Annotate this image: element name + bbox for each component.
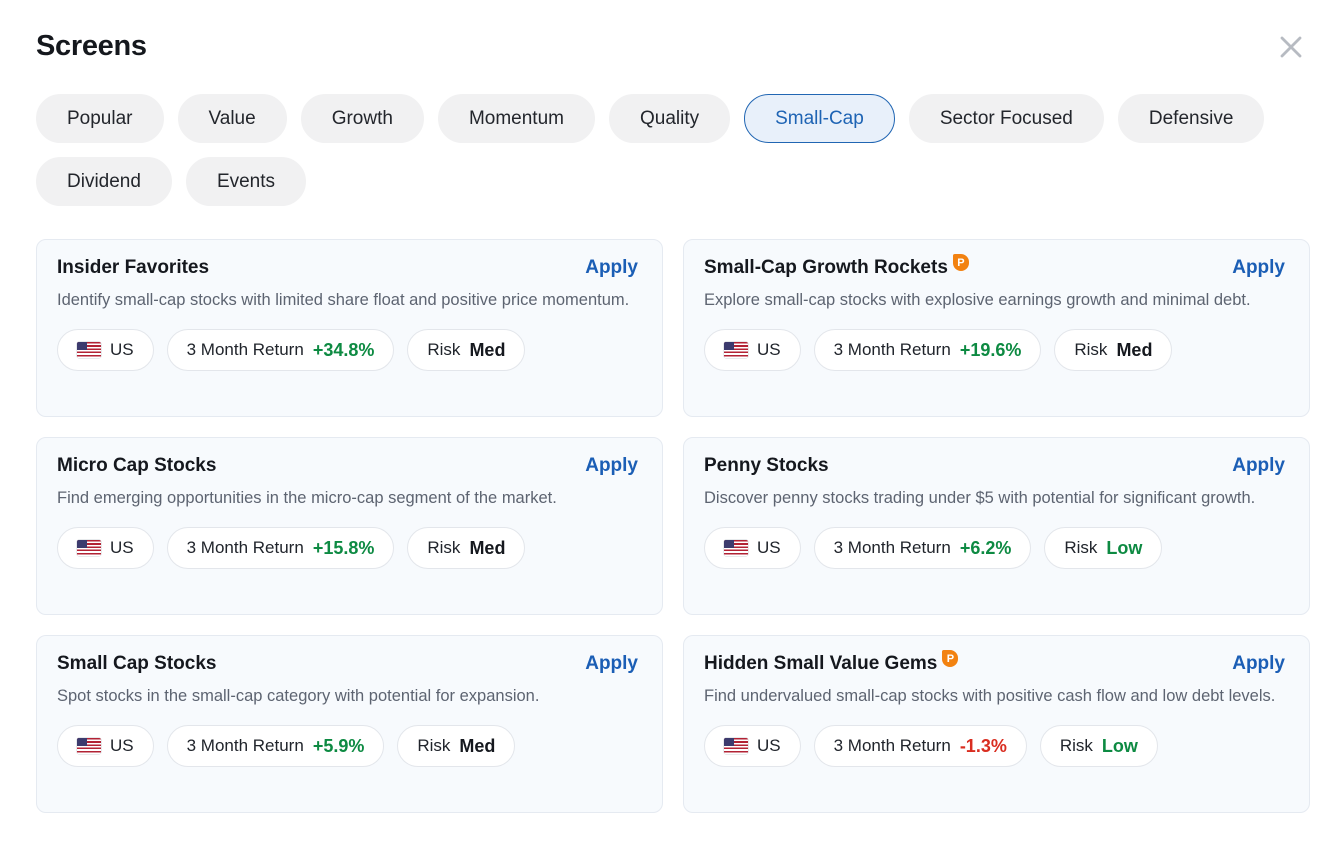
tab-dividend[interactable]: Dividend [36, 157, 172, 206]
risk-value: Med [459, 735, 496, 756]
screen-card-small-cap-stocks[interactable]: Small Cap Stocks Apply Spot stocks in th… [36, 635, 663, 813]
apply-button[interactable]: Apply [585, 455, 638, 476]
apply-button[interactable]: Apply [1232, 257, 1285, 278]
return-label: 3 Month Return [833, 736, 951, 755]
screen-card-penny-stocks[interactable]: Penny Stocks Apply Discover penny stocks… [683, 437, 1310, 615]
screens-modal: Screens Popular Value Growth Momentum Qu… [36, 30, 1310, 813]
tab-events[interactable]: Events [185, 157, 307, 206]
card-title: Insider Favorites [57, 257, 210, 278]
card-description: Spot stocks in the small-cap category wi… [57, 687, 540, 705]
tab-sector-focused[interactable]: Sector Focused [908, 94, 1104, 143]
risk-badge: Risk Med [1054, 329, 1173, 371]
risk-label: Risk [427, 340, 461, 359]
us-flag-icon [77, 540, 101, 556]
card-description: Find emerging opportunities in the micro… [57, 489, 557, 507]
us-flag-icon [77, 738, 101, 754]
risk-badge: Risk Low [1044, 527, 1163, 569]
risk-value: Med [469, 339, 506, 360]
us-flag-icon [724, 342, 748, 358]
return-value: +5.9% [312, 735, 365, 756]
country-badge: US [57, 527, 154, 569]
risk-label: Risk [1074, 340, 1108, 359]
tab-momentum[interactable]: Momentum [437, 94, 595, 143]
return-label: 3 Month Return [833, 538, 951, 557]
return-label: 3 Month Return [186, 340, 304, 359]
risk-badge: Risk Med [407, 329, 526, 371]
screen-cards-grid: Insider Favorites Apply Identify small-c… [36, 239, 1310, 813]
risk-badge: Risk Med [407, 527, 526, 569]
screen-card-hidden-small-value-gems[interactable]: Hidden Small Value Gems P Apply Find und… [683, 635, 1310, 813]
country-label: US [757, 340, 781, 359]
return-badge: 3 Month Return +34.8% [166, 329, 395, 371]
card-description: Explore small-cap stocks with explosive … [704, 291, 1251, 309]
tab-popular[interactable]: Popular [36, 94, 164, 143]
country-badge: US [704, 725, 801, 767]
risk-label: Risk [427, 538, 461, 557]
card-title: Small Cap Stocks [57, 653, 217, 674]
country-label: US [110, 538, 134, 557]
risk-value: Low [1106, 537, 1143, 558]
page-title: Screens [36, 30, 147, 62]
return-badge: 3 Month Return +6.2% [813, 527, 1032, 569]
country-label: US [110, 340, 134, 359]
country-label: US [757, 736, 781, 755]
premium-icon: P [942, 650, 959, 667]
category-tabs: Popular Value Growth Momentum Quality Sm… [36, 94, 1310, 206]
return-label: 3 Month Return [833, 340, 951, 359]
country-label: US [757, 538, 781, 557]
return-label: 3 Month Return [186, 538, 304, 557]
risk-label: Risk [1059, 736, 1093, 755]
risk-badge: Risk Med [397, 725, 516, 767]
apply-button[interactable]: Apply [585, 257, 638, 278]
screen-card-insider-favorites[interactable]: Insider Favorites Apply Identify small-c… [36, 239, 663, 417]
card-description: Identify small-cap stocks with limited s… [57, 291, 630, 309]
apply-button[interactable]: Apply [1232, 653, 1285, 674]
return-badge: 3 Month Return +5.9% [166, 725, 385, 767]
country-badge: US [704, 527, 801, 569]
apply-button[interactable]: Apply [585, 653, 638, 674]
return-badge: 3 Month Return +19.6% [813, 329, 1042, 371]
tab-defensive[interactable]: Defensive [1117, 94, 1265, 143]
us-flag-icon [724, 540, 748, 556]
return-value: +6.2% [959, 537, 1012, 558]
tab-small-cap[interactable]: Small-Cap [744, 94, 895, 143]
country-label: US [110, 736, 134, 755]
card-title: Penny Stocks [704, 455, 829, 476]
risk-label: Risk [1064, 538, 1098, 557]
country-badge: US [57, 725, 154, 767]
tab-growth[interactable]: Growth [300, 94, 424, 143]
screen-card-micro-cap-stocks[interactable]: Micro Cap Stocks Apply Find emerging opp… [36, 437, 663, 615]
risk-value: Med [1116, 339, 1153, 360]
return-value: -1.3% [959, 735, 1007, 756]
country-badge: US [704, 329, 801, 371]
country-badge: US [57, 329, 154, 371]
screen-card-small-cap-growth-rockets[interactable]: Small-Cap Growth Rockets P Apply Explore… [683, 239, 1310, 417]
return-value: +19.6% [959, 339, 1022, 360]
card-title: Small-Cap Growth Rockets [704, 257, 948, 278]
card-description: Find undervalued small-cap stocks with p… [704, 687, 1276, 705]
card-title: Hidden Small Value Gems [704, 653, 938, 674]
return-value: +15.8% [312, 537, 375, 558]
return-badge: 3 Month Return +15.8% [166, 527, 395, 569]
apply-button[interactable]: Apply [1232, 455, 1285, 476]
premium-icon: P [952, 254, 969, 271]
return-badge: 3 Month Return -1.3% [813, 725, 1027, 767]
tab-quality[interactable]: Quality [608, 94, 731, 143]
risk-label: Risk [417, 736, 451, 755]
us-flag-icon [77, 342, 101, 358]
card-title: Micro Cap Stocks [57, 455, 217, 476]
tab-value[interactable]: Value [177, 94, 287, 143]
close-icon [1276, 36, 1306, 65]
card-description: Discover penny stocks trading under $5 w… [704, 489, 1256, 507]
return-label: 3 Month Return [186, 736, 304, 755]
close-button[interactable] [1274, 30, 1308, 67]
return-value: +34.8% [312, 339, 375, 360]
risk-value: Low [1101, 735, 1138, 756]
risk-value: Med [469, 537, 506, 558]
risk-badge: Risk Low [1039, 725, 1158, 767]
modal-header: Screens [36, 30, 1310, 67]
us-flag-icon [724, 738, 748, 754]
